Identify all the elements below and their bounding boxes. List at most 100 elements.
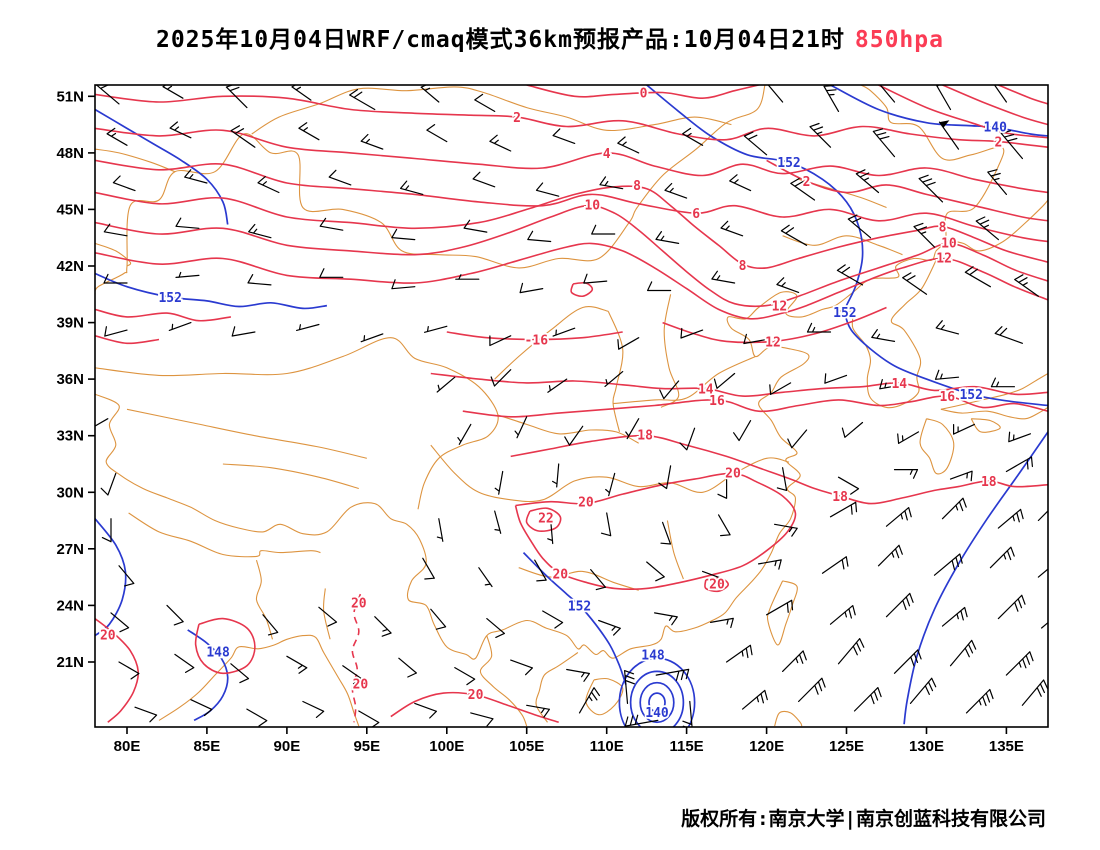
map-boundary-line [940, 406, 1048, 420]
wind-barb [391, 279, 416, 290]
wind-barb [718, 514, 731, 537]
wind-barb [564, 425, 584, 446]
height-contour-line [95, 108, 229, 225]
wind-barb-staff [941, 497, 967, 520]
wind-barb-staff [534, 559, 547, 582]
wind-barb-staff [625, 418, 640, 440]
temperature-contour-line [194, 617, 256, 675]
wind-barb [604, 371, 624, 387]
wind-barb [162, 85, 184, 99]
lon-tick-label: 105E [509, 738, 544, 755]
wind-barb-staff [809, 122, 832, 148]
wind-barb-staff [829, 605, 856, 625]
contour-label: 22 [538, 512, 554, 527]
wind-barb-staff [424, 325, 448, 333]
wind-barb-staff [184, 169, 208, 184]
wind-barb [231, 326, 256, 337]
wind-barb [342, 665, 363, 685]
wind-barb-staff [680, 327, 704, 339]
wind-barb [1005, 456, 1033, 473]
wind-barb [877, 544, 903, 567]
wind-barb [1037, 510, 1048, 522]
wind-barb-staff [328, 169, 352, 186]
contour-label: 8 [739, 259, 747, 274]
wind-barb-staff [726, 644, 753, 663]
contour-label: 8 [939, 220, 947, 235]
wind-barb-staff [938, 121, 960, 150]
wind-barb-staff [847, 214, 872, 239]
wind-barb [790, 178, 816, 201]
contour-label: 18 [832, 490, 848, 505]
contour-label: 152 [959, 388, 982, 403]
wind-barb-staff [542, 610, 564, 629]
wind-barb [918, 174, 944, 203]
wind-barb [717, 474, 728, 499]
map-boundary-line [518, 567, 639, 591]
wind-barb [328, 169, 352, 186]
wind-barb [1021, 679, 1048, 706]
wind-barb-staff [624, 670, 635, 704]
wind-barb-staff [679, 427, 696, 451]
wind-barb-pennant [936, 85, 940, 87]
wind-barb [720, 220, 744, 237]
wind-barb [987, 169, 1007, 195]
wind-barb-staff [230, 663, 250, 684]
wind-barb-staff [965, 688, 994, 714]
contour-label: 20 [351, 597, 367, 612]
wind-barb [767, 85, 784, 103]
wind-barb-staff [436, 518, 444, 542]
height-contour-circle [629, 670, 685, 727]
wind-barb [941, 497, 967, 520]
wind-barb [655, 668, 690, 681]
wind-barb [787, 429, 808, 449]
wind-barb [893, 649, 922, 674]
wind-barb [829, 501, 858, 518]
wind-barb [660, 521, 672, 545]
wind-barb-staff [964, 266, 991, 288]
wind-barb-staff [659, 380, 680, 400]
wind-barb [535, 182, 560, 197]
chart-title-level: 850hpa [854, 27, 944, 53]
wind-barb [454, 667, 476, 686]
contour-label: 20 [578, 496, 594, 511]
wind-barb [659, 380, 680, 400]
wind-barb-staff [953, 423, 975, 435]
wind-barb-staff [702, 570, 725, 587]
lon-tick-label: 100E [429, 738, 464, 755]
lat-tick-label: 33N [56, 428, 84, 445]
wind-barb [400, 180, 424, 195]
wind-barb [478, 567, 493, 588]
wind-barb [174, 653, 195, 673]
wind-barb-staff [552, 327, 576, 337]
height-contour-line [95, 272, 328, 310]
wind-barb [360, 333, 384, 343]
wind-barb [993, 85, 1007, 103]
wind-barb [470, 712, 494, 727]
wind-barb-staff [993, 85, 1007, 103]
wind-barb-staff [658, 465, 672, 490]
map-boundary-line [834, 260, 937, 409]
wind-barb [184, 169, 208, 184]
wind-barb [997, 508, 1024, 529]
lon-tick-label: 120E [749, 738, 784, 755]
wind-barb [711, 270, 736, 284]
wind-barb-staff [400, 180, 424, 195]
wind-barb [682, 700, 693, 727]
wind-barb-staff [174, 653, 195, 673]
wind-barb [100, 472, 117, 496]
contour-label: 148 [206, 646, 230, 661]
wind-barb-staff [472, 171, 496, 188]
wind-barb-staff [101, 518, 112, 543]
wind-barb-staff [682, 127, 704, 146]
wind-barb-staff [647, 281, 672, 292]
wind-barb [841, 421, 864, 438]
map-boundary-line [95, 337, 499, 510]
wind-barb-staff [414, 702, 437, 719]
wind-barb [246, 708, 268, 727]
wind-barb [319, 268, 344, 278]
wind-barb-staff [933, 553, 963, 576]
wind-barb [853, 687, 882, 712]
wind-barb [935, 320, 960, 335]
axes-layer: 51N 48N 45N 42N 39N 36N 33N 30N 27N 24N 21N 80E 85E 9… [56, 84, 1049, 755]
wind-barb [953, 423, 975, 435]
